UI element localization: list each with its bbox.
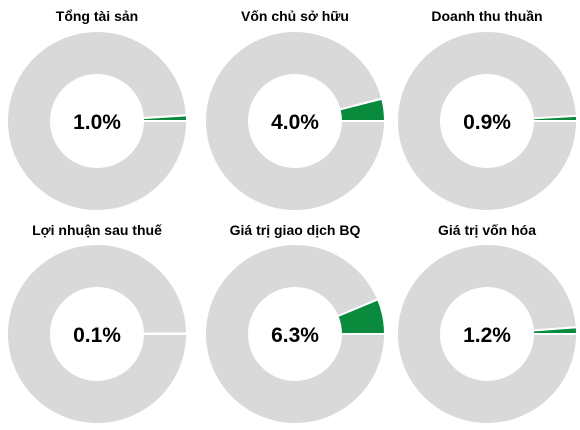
donut-center-label: 4.0%: [271, 111, 319, 134]
donut-remainder-slice: [396, 243, 579, 426]
donut-chart-6: Giá trị vốn hóa 1.2%: [396, 222, 579, 426]
donut-value-slice: [141, 332, 189, 335]
donut-title: Tổng tài sản: [56, 8, 138, 24]
donut-title: Doanh thu thuần: [431, 8, 542, 24]
donut-chart-4: Lợi nhuận sau thuế 0.1%: [6, 222, 189, 426]
donut-center-label: 1.2%: [463, 324, 511, 347]
donut-center-label: 1.0%: [73, 111, 121, 134]
donut-value-slice: [141, 114, 189, 122]
donut-value-slice: [531, 326, 579, 335]
donut-value-slice: [336, 297, 387, 335]
donut-center-label: 0.1%: [73, 324, 121, 347]
donut-chart-2: Vốn chủ sở hữu 4.0%: [204, 8, 387, 213]
donut-title: Giá trị giao dịch BQ: [230, 222, 361, 238]
donut-chart-3: Doanh thu thuần 0.9%: [396, 8, 579, 212]
donut-remainder-slice: [204, 243, 387, 425]
donut-remainder-slice: [6, 30, 189, 213]
donut-remainder-slice: [204, 30, 387, 213]
donut-center-label: 0.9%: [463, 111, 511, 134]
donut-title: Lợi nhuận sau thuế: [32, 222, 162, 238]
donut-chart-1: Tổng tài sản 1.0%: [6, 8, 189, 213]
donut-remainder-slice: [6, 243, 189, 426]
donut-chart-5: Giá trị giao dịch BQ 6.3%: [204, 222, 387, 425]
donut-title: Giá trị vốn hóa: [438, 222, 536, 238]
donut-value-slice: [531, 114, 579, 122]
donut-title: Vốn chủ sở hữu: [241, 8, 349, 24]
donut-value-slice: [338, 97, 387, 122]
donut-center-label: 6.3%: [271, 324, 319, 347]
donut-remainder-slice: [396, 30, 579, 212]
